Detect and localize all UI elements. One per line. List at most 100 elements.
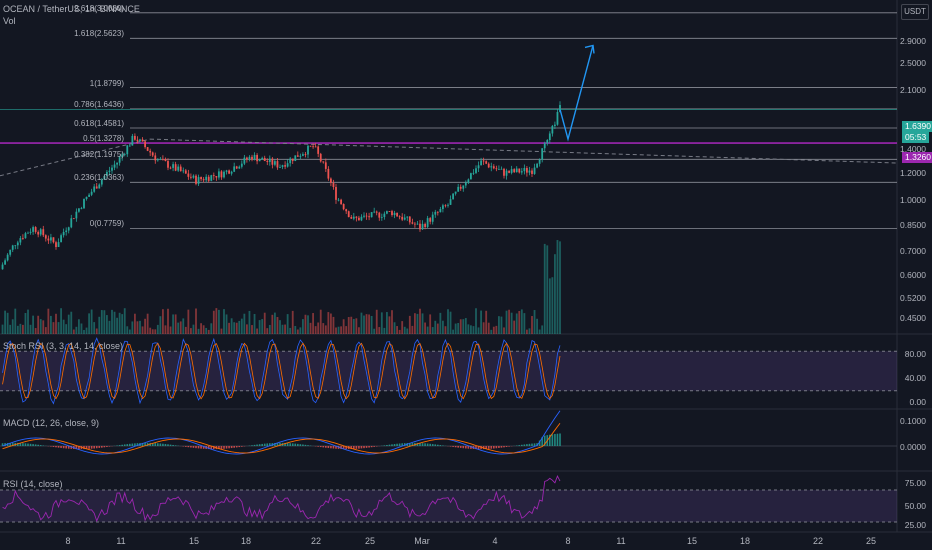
candle-body [202,179,205,181]
volume-bar [452,329,454,334]
macd-histogram-bar [200,446,202,449]
candle-body [80,208,83,210]
volume-bar [98,316,101,334]
macd-histogram-bar [164,443,167,446]
time-tick: 15 [188,536,200,546]
candle-body [360,216,363,221]
macd-histogram-bar [475,446,477,450]
volume-bar [263,312,266,334]
macd-histogram-bar [304,444,307,446]
candle-body [6,254,9,261]
volume-bar [55,313,57,334]
rsi-line [2,474,561,523]
volume-bar [156,324,159,334]
candle-body [294,155,297,162]
candle-body [324,162,327,169]
volume-bar [426,326,429,334]
candle-body [1,264,4,270]
candle-body [210,175,213,181]
candle-body [27,232,29,234]
volume-bar [274,312,276,334]
volume-bar [187,309,190,334]
macd-histogram-bar [67,446,70,449]
candle-body [378,212,381,218]
volume-bar [490,329,493,334]
volume-bar [475,308,477,334]
candle-body [505,170,508,176]
volume-bar [11,319,14,334]
volume-bar [520,309,523,334]
macd-histogram-bar [230,446,233,449]
macd-histogram-bar [541,437,543,446]
macd-histogram-bar [294,443,297,446]
volume-bar [335,327,337,334]
macd-histogram-bar [238,446,241,448]
macd-histogram-bar [37,444,39,446]
volume-bar [19,323,22,334]
volume-bar [197,328,200,334]
candle-body [304,154,307,155]
candle-body [487,163,490,168]
candle-body [37,231,40,235]
macd-histogram-bar [235,446,238,448]
volume-bar [246,324,248,334]
volume-bar [322,323,325,334]
candle-body [14,245,17,247]
candle-body [401,216,404,220]
macd-line [2,410,561,455]
volume-bar [477,327,480,334]
volume-bar [317,322,320,334]
volume-bar [200,323,202,334]
volume-bar [65,324,68,334]
volume-bar [235,322,238,334]
volume-bar [299,327,302,334]
volume-bar [146,313,149,334]
volume-bar [271,314,274,334]
macd-histogram-bar [218,446,220,450]
volume-bar [449,311,452,334]
volume-bar [546,245,549,334]
candle-body [398,216,401,218]
candle-body [317,146,320,154]
candle-body [131,135,134,146]
candle-body [559,105,561,113]
candle-body [98,184,101,189]
candle-body [248,156,251,160]
candle-body [520,171,523,173]
volume-bar [368,314,370,334]
candle-body [426,218,429,227]
candle-body [111,167,113,171]
volume-bar [121,314,124,334]
volume-bar [447,309,449,334]
macd-histogram-bar [317,446,319,447]
candle-body [251,156,253,160]
macd-histogram-bar [526,444,528,446]
candle-body [309,145,312,147]
macd-histogram-bar [421,443,424,446]
macd-histogram-bar [409,442,411,446]
candle-body [365,215,368,217]
candle-body [500,168,503,170]
volume-bar [380,312,383,334]
macd-histogram-bar [220,446,223,449]
candle-body [421,223,424,230]
volume-bar [141,326,144,334]
candle-body [67,227,70,231]
volume-bar [307,315,309,334]
macd-histogram-bar [551,434,554,446]
macd-histogram-bar [151,442,154,446]
volume-bar [386,312,388,334]
candle-body [335,186,337,200]
macd-histogram-bar [477,446,480,450]
candle-body [444,205,447,207]
currency-button[interactable]: USDT [901,4,929,20]
volume-bar [467,324,470,334]
volume-bar [319,309,322,334]
candle-body [70,218,73,228]
fib-label: 0.5(1.3278) [83,133,124,143]
candle-body [72,218,75,220]
macd-histogram-bar [144,442,146,446]
macd-histogram-bar [299,444,302,446]
